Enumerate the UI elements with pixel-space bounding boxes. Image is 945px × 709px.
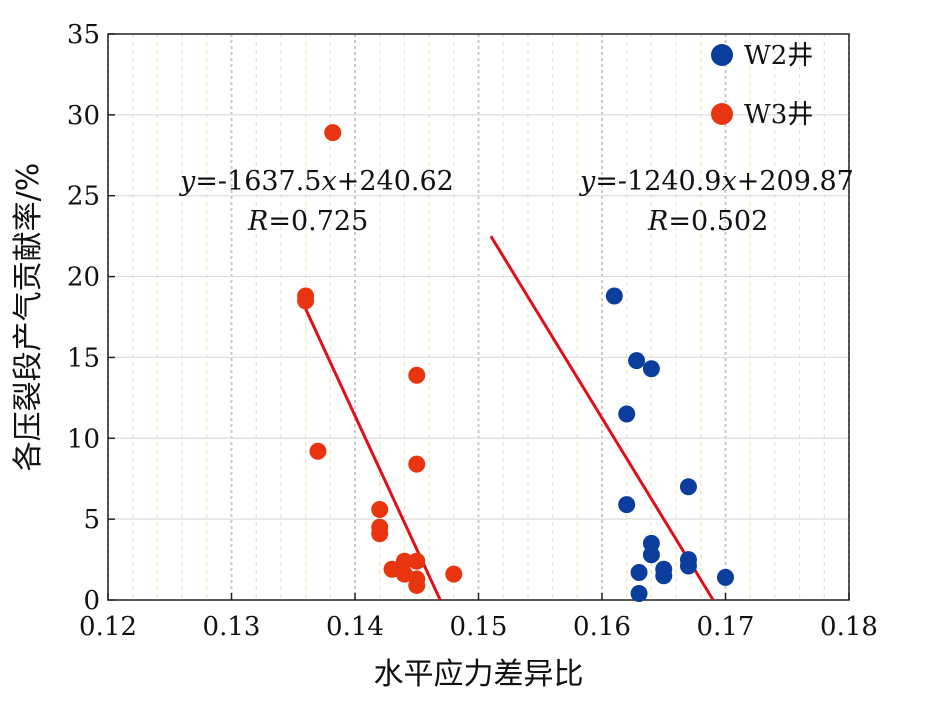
w2-regression-annotation: y=-1240.9x+209.87 R=0.502 xyxy=(579,166,854,237)
trendline-w2 xyxy=(489,235,715,601)
x-tick-label: 0.15 xyxy=(450,612,508,642)
y-tick-label: 20 xyxy=(67,263,100,293)
w2-equation: y=-1240.9x+209.87 xyxy=(579,166,854,197)
legend: W2井 W3井 xyxy=(711,41,813,130)
data-point-w3 xyxy=(371,525,389,543)
y-axis-ticks: 0 5 10 15 20 25 30 35 xyxy=(67,20,115,616)
data-point-w2 xyxy=(630,585,648,603)
x-tick-label: 0.12 xyxy=(79,612,137,642)
w3-eq-x: x xyxy=(322,166,337,197)
data-points xyxy=(297,124,734,603)
data-point-w3 xyxy=(371,500,389,518)
data-point-w3 xyxy=(324,124,342,142)
w3-r-num: =0.725 xyxy=(268,206,368,237)
x-tick-label: 0.16 xyxy=(573,612,631,642)
x-axis-label: 水平应力差异比 xyxy=(374,657,584,692)
w3-eq-y: y xyxy=(179,166,196,197)
data-point-w3 xyxy=(445,565,463,583)
w3-equation: y=-1637.5x+240.62 xyxy=(179,166,454,197)
x-tick-label: 0.14 xyxy=(326,612,384,642)
y-tick-label: 25 xyxy=(67,182,100,212)
data-point-w2 xyxy=(679,557,697,575)
data-point-w2 xyxy=(630,564,648,582)
data-point-w2 xyxy=(618,405,636,423)
x-tick-label: 0.13 xyxy=(203,612,261,642)
w2-r-var: R xyxy=(647,206,668,237)
w3-r-value: R=0.725 xyxy=(247,206,368,237)
data-point-w3 xyxy=(395,552,413,570)
w2-eq-intercept: +209.87 xyxy=(737,166,854,197)
w3-eq-slope: =-1637.5 xyxy=(195,166,321,197)
w3-eq-intercept: +240.62 xyxy=(337,166,454,197)
data-point-w2 xyxy=(618,496,636,514)
data-point-w3 xyxy=(408,455,426,473)
x-axis-ticks: 0.12 0.13 0.14 0.15 0.16 0.17 0.18 xyxy=(79,593,878,642)
x-tick-label: 0.18 xyxy=(820,612,878,642)
w2-r-value: R=0.502 xyxy=(647,206,768,237)
data-point-w3 xyxy=(309,442,327,460)
y-tick-label: 5 xyxy=(83,505,100,535)
data-point-w2 xyxy=(642,360,660,378)
data-point-w3 xyxy=(408,366,426,384)
w2-eq-x: x xyxy=(722,166,737,197)
trendlines xyxy=(304,235,715,601)
y-tick-label: 30 xyxy=(67,101,100,131)
legend-marker-w2 xyxy=(711,44,733,66)
w3-r-var: R xyxy=(247,206,268,237)
grid xyxy=(107,34,850,600)
w2-r-num: =0.502 xyxy=(668,206,768,237)
data-point-w2 xyxy=(655,567,673,585)
data-point-w2 xyxy=(679,478,697,496)
x-tick-label: 0.17 xyxy=(697,612,755,642)
data-point-w2 xyxy=(628,352,646,370)
w3-regression-annotation: y=-1637.5x+240.62 R=0.725 xyxy=(179,166,454,237)
data-point-w3 xyxy=(297,292,315,310)
y-tick-label: 15 xyxy=(67,343,100,373)
legend-label-w3: W3井 xyxy=(744,100,813,130)
y-tick-label: 35 xyxy=(67,20,100,50)
data-point-w2 xyxy=(605,287,623,305)
data-point-w3 xyxy=(408,576,426,594)
legend-label-w2: W2井 xyxy=(744,41,813,71)
y-tick-label: 0 xyxy=(83,586,100,616)
y-axis-label: 各压裂段产气贡献率/% xyxy=(11,163,46,472)
y-tick-label: 10 xyxy=(67,424,100,454)
data-point-w2 xyxy=(642,546,660,564)
trendline-w3 xyxy=(304,308,442,601)
legend-marker-w3 xyxy=(711,103,733,125)
data-point-w3 xyxy=(408,552,426,570)
w2-eq-slope: =-1240.9 xyxy=(595,166,721,197)
data-point-w2 xyxy=(717,568,734,586)
w2-eq-y: y xyxy=(579,166,596,197)
